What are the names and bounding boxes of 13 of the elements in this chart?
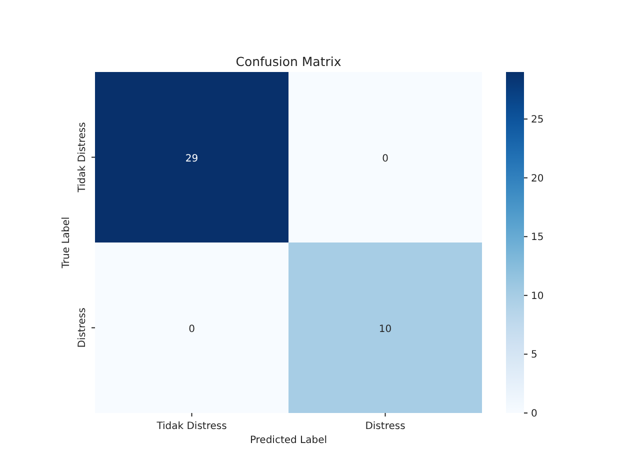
data-label: 10 — [378, 324, 392, 335]
color-bar-label: 15 — [531, 232, 544, 244]
y-axis-title: True Label — [61, 216, 72, 270]
color-bar-label: 25 — [531, 114, 544, 126]
color-bar-label: 0 — [531, 408, 538, 420]
color-bar-label: 20 — [531, 173, 544, 184]
data-label: 0 — [188, 324, 195, 335]
data-label: 29 — [185, 153, 198, 164]
chart-title: Confusion Matrix — [236, 54, 342, 69]
x-axis-title: Predicted Label — [250, 435, 328, 446]
color-bar-label: 10 — [531, 290, 544, 302]
data-label: 0 — [382, 153, 388, 164]
color-bar-label: 5 — [531, 350, 538, 361]
